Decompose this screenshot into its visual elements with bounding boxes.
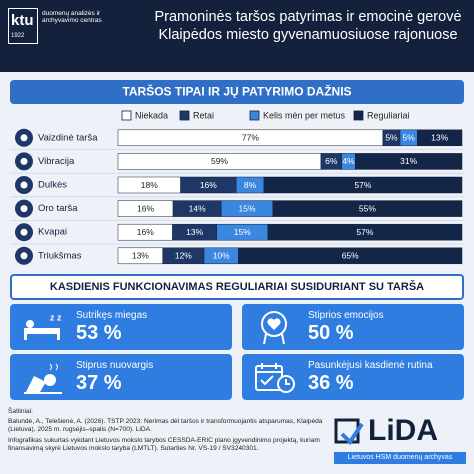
value-label: 13% <box>431 133 448 143</box>
logo-box: ktu 1922 <box>8 8 38 44</box>
lida-icon <box>334 418 364 446</box>
value-label: 77% <box>242 133 259 143</box>
bar-segment <box>272 200 463 217</box>
value-label: 55% <box>359 203 376 213</box>
bar-segment <box>417 129 463 147</box>
value-label: 16% <box>200 180 217 190</box>
legend-label: Kelis mėn per metus <box>263 110 346 120</box>
card-icon: z z <box>24 312 62 340</box>
value-label: 8% <box>244 180 257 190</box>
row-icon-dot <box>20 205 28 213</box>
card-label: Stiprios emocijos <box>308 310 384 321</box>
card-label: Pasunkėjusi kasdienė rutina <box>308 360 433 371</box>
legend-swatch <box>353 110 364 121</box>
value-label: 10% <box>213 251 230 261</box>
value-label: 18% <box>141 180 158 190</box>
row-icon-dot <box>20 252 28 260</box>
bar-segment <box>267 223 463 241</box>
card-icon <box>261 311 287 344</box>
value-label: 57% <box>354 180 371 190</box>
legend-swatch <box>179 110 190 121</box>
value-label: 65% <box>342 251 359 261</box>
svg-text:z z: z z <box>50 312 62 322</box>
footer: Šaltiniai: Balundė, A., Telešienė, A. (2… <box>8 408 326 453</box>
value-label: 14% <box>189 203 206 213</box>
legend-swatch <box>249 110 260 121</box>
header: ktu 1922 duomenų analizės ir archyvavimo… <box>0 0 474 72</box>
legend-label: Retai <box>193 110 214 120</box>
row-icon-dot <box>20 134 28 142</box>
value-label: 15% <box>238 203 255 213</box>
value-label: 12% <box>175 251 192 261</box>
value-label: 57% <box>356 227 373 237</box>
logo-text: ktu <box>11 12 34 29</box>
value-label: 16% <box>137 203 154 213</box>
value-label: 13% <box>132 251 149 261</box>
card-value: 53 % <box>76 322 122 344</box>
category-label: Dulkės <box>38 180 67 191</box>
legend-label: Niekada <box>135 110 168 120</box>
value-label: 59% <box>211 156 228 166</box>
bar-segment <box>263 176 463 194</box>
category-label: Oro tarša <box>38 203 78 214</box>
header-title: Pramoninės taršos patyrimas ir emocinė g… <box>154 9 462 43</box>
legend-swatch <box>121 110 132 121</box>
card-label: Stiprus nuovargis <box>76 360 154 371</box>
category-label: Kvapai <box>38 227 67 238</box>
card: z z Sutrikęs miegas 53 % <box>10 304 232 350</box>
card-value: 50 % <box>308 322 354 344</box>
chart: TARŠOS TIPAI IR JŲ PATYRIMO DAŽNIS Nieka… <box>10 80 464 265</box>
bar-segment <box>238 247 463 265</box>
row-icon-dot <box>20 228 28 236</box>
category-label: Triukšmas <box>38 250 82 261</box>
card: Pasunkėjusi kasdienė rutina 36 % <box>242 354 464 400</box>
chart-banner <box>10 80 464 104</box>
value-label: 4% <box>342 156 355 166</box>
note: Infografikas sukurtas vykdant Lietuvos m… <box>8 437 320 452</box>
lida-text: LiDA <box>368 414 438 447</box>
card-icon <box>255 363 295 393</box>
chart-title: TARŠOS TIPAI IR JŲ PATYRIMO DAŽNIS <box>122 84 351 99</box>
logo-subtitle: duomenų analizės ir archyvavimo centras <box>42 10 102 24</box>
lida-logo: LiDA Lietuvos HSM duomenų archyvas <box>334 414 468 470</box>
card-label: Sutrikęs miegas <box>76 310 148 321</box>
logo-year: 1922 <box>11 33 25 39</box>
row-icon-dot <box>20 181 28 189</box>
section2-title: KASDIENIS FUNKCIONAVIMAS REGULIARIAI SUS… <box>10 274 464 300</box>
value-label: 5% <box>385 133 398 143</box>
value-label: 5% <box>403 133 416 143</box>
category-label: Vibracija <box>38 156 75 167</box>
category-label: Vaizdinė tarša <box>38 132 98 143</box>
value-label: 16% <box>137 227 154 237</box>
value-label: 13% <box>186 227 203 237</box>
value-label: 31% <box>400 156 417 166</box>
card-icon <box>24 363 62 394</box>
sources-title: Šaltiniai: <box>8 408 33 415</box>
row-icon-dot <box>20 157 28 165</box>
lida-subtitle: Lietuvos HSM duomenų archyvas <box>334 452 466 464</box>
card-value: 36 % <box>308 372 354 394</box>
source: Balundė, A., Telešienė, A. (2026). TSTP … <box>8 418 323 433</box>
bar-segment <box>355 153 463 170</box>
card: Stiprus nuovargis 37 % <box>10 354 232 400</box>
value-label: 15% <box>234 227 251 237</box>
legend-label: Reguliariai <box>367 110 410 120</box>
card: Stiprios emocijos 50 % <box>242 304 464 350</box>
value-label: 6% <box>325 156 338 166</box>
card-value: 37 % <box>76 372 122 394</box>
